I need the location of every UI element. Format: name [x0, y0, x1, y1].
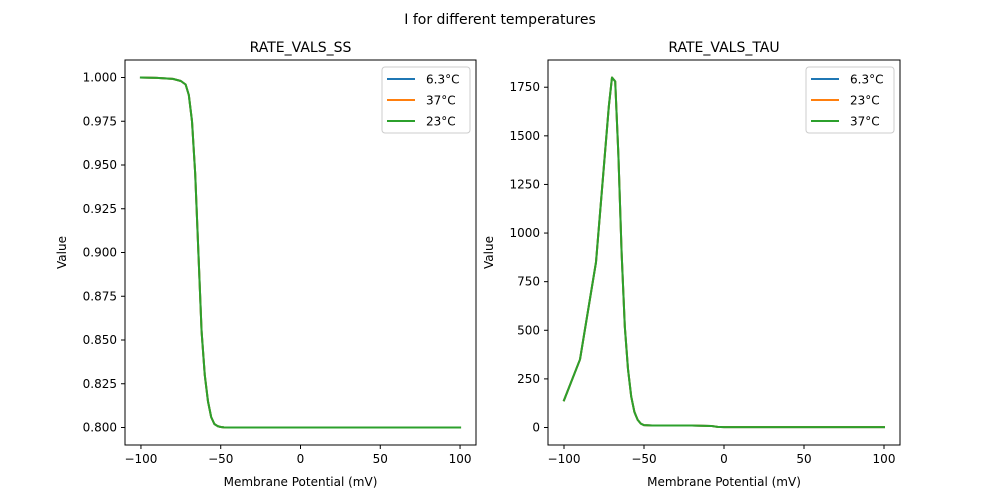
x-tick-label: 50 [796, 452, 811, 466]
legend-label: 37°C [850, 115, 880, 129]
subplot-rate-vals-tau: RATE_VALS_TAU −100 −50 0 50 100 0 250 500 750 10… [482, 40, 901, 489]
y-axis: 0 250 500 750 1000 1250 1500 1750 [509, 80, 548, 435]
plot-area [562, 76, 885, 429]
x-axis: −100 −50 0 50 100 [548, 445, 896, 466]
y-tick-label: 1750 [509, 80, 540, 94]
y-tick-label: 1000 [509, 226, 540, 240]
legend-label: 23°C [850, 94, 880, 108]
y-tick-label: 1250 [509, 177, 540, 191]
x-tick-label: 100 [449, 452, 472, 466]
y-tick-label: 1500 [509, 129, 540, 143]
x-tick-label: 100 [873, 452, 896, 466]
y-tick-label: 0.925 [83, 202, 117, 216]
figure-suptitle: I for different temperatures [404, 12, 595, 28]
subplot-title: RATE_VALS_TAU [668, 40, 779, 56]
plot-area [139, 76, 462, 429]
y-tick-label: 250 [517, 372, 540, 386]
x-tick-label: −50 [208, 452, 233, 466]
y-tick-label: 0.825 [83, 377, 117, 391]
legend-frame [381, 66, 471, 134]
legend: 6.3°C 23°C 37°C [805, 66, 895, 134]
y-axis: 0.800 0.825 0.850 0.875 0.900 0.925 0.950 0.975… [83, 71, 125, 435]
subplot-rate-vals-ss: RATE_VALS_SS −100 −50 0 50 100 0.8000.8250.8… [55, 40, 477, 489]
legend-label: 6.3°C [426, 73, 459, 87]
y-tick-label: 0.900 [83, 246, 117, 260]
series-line-2 [562, 76, 885, 429]
legend-label: 23°C [426, 115, 456, 129]
legend-label: 6.3°C [850, 73, 883, 87]
subplot-title: RATE_VALS_SS [250, 40, 352, 56]
y-tick-label: 0.975 [83, 114, 117, 128]
y-tick-label: 0 [532, 421, 540, 435]
legend-label: 37°C [426, 94, 456, 108]
y-tick-label: 1.000 [83, 71, 117, 85]
x-tick-label: 0 [297, 452, 305, 466]
y-axis-label: Value [55, 236, 69, 269]
x-axis-label: Membrane Potential (mV) [647, 475, 801, 489]
y-tick-label: 0.875 [83, 289, 117, 303]
legend: 6.3°C 37°C 23°C [381, 66, 471, 134]
y-tick-label: 0.950 [83, 158, 117, 172]
x-tick-label: −100 [124, 452, 157, 466]
x-tick-label: −50 [631, 452, 656, 466]
x-tick-label: 0 [720, 452, 728, 466]
x-axis-label: Membrane Potential (mV) [224, 475, 378, 489]
y-tick-label: 0.800 [83, 421, 117, 435]
series-line-2 [139, 76, 462, 429]
x-axis: −100 −50 0 50 100 [124, 445, 471, 466]
x-tick-label: −100 [548, 452, 581, 466]
x-tick-label: 50 [373, 452, 388, 466]
y-axis-label: Value [482, 236, 496, 269]
y-tick-label: 500 [517, 323, 540, 337]
legend-frame [805, 66, 895, 134]
y-tick-label: 750 [517, 275, 540, 289]
y-tick-label: 0.850 [83, 333, 117, 347]
